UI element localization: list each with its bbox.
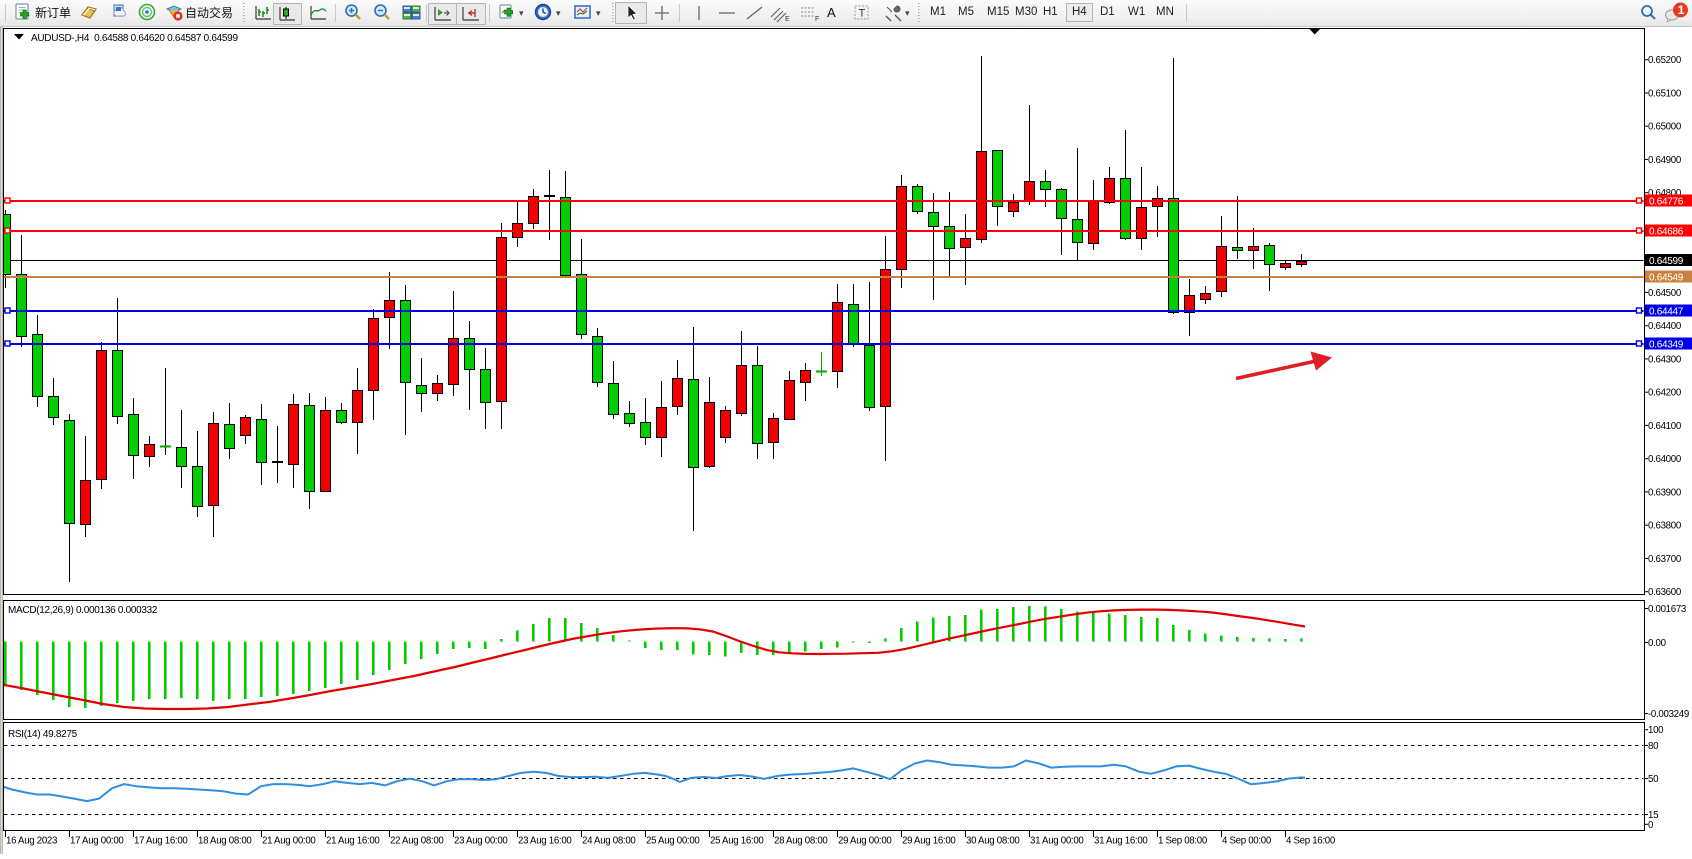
svg-text:21 Aug 16:00: 21 Aug 16:00 (326, 836, 380, 847)
svg-text:0.64349: 0.64349 (1649, 339, 1684, 350)
svg-text:31 Aug 16:00: 31 Aug 16:00 (1094, 836, 1148, 847)
svg-text:4 Sep 16:00: 4 Sep 16:00 (1286, 836, 1336, 847)
svg-text:-0.003249: -0.003249 (1648, 709, 1689, 720)
svg-text:AUDUSD-,H4 0.64588 0.64620 0.: AUDUSD-,H4 0.64588 0.64620 0.64587 0.645… (31, 33, 238, 44)
svg-text:28 Aug 08:00: 28 Aug 08:00 (774, 836, 828, 847)
svg-text:17 Aug 16:00: 17 Aug 16:00 (134, 836, 188, 847)
svg-text:0.64599: 0.64599 (1649, 256, 1684, 267)
svg-text:22 Aug 08:00: 22 Aug 08:00 (390, 836, 444, 847)
svg-text:MACD(12,26,9) 0.000136 0.00033: MACD(12,26,9) 0.000136 0.000332 (8, 605, 158, 616)
svg-text:29 Aug 00:00: 29 Aug 00:00 (838, 836, 892, 847)
svg-text:80: 80 (1648, 741, 1659, 752)
svg-text:23 Aug 00:00: 23 Aug 00:00 (454, 836, 508, 847)
svg-text:29 Aug 16:00: 29 Aug 16:00 (902, 836, 956, 847)
svg-text:RSI(14) 49.8275: RSI(14) 49.8275 (8, 729, 78, 740)
svg-text:1 Sep 08:00: 1 Sep 08:00 (1158, 836, 1208, 847)
svg-text:15: 15 (1648, 810, 1658, 821)
svg-text:0.64200: 0.64200 (1648, 388, 1682, 399)
svg-text:18 Aug 08:00: 18 Aug 08:00 (198, 836, 252, 847)
svg-text:0.00: 0.00 (1648, 638, 1667, 649)
svg-text:25 Aug 00:00: 25 Aug 00:00 (646, 836, 700, 847)
svg-text:0.63600: 0.63600 (1648, 587, 1682, 598)
svg-text:50: 50 (1648, 774, 1659, 785)
svg-text:31 Aug 00:00: 31 Aug 00:00 (1030, 836, 1084, 847)
svg-text:0.63700: 0.63700 (1648, 554, 1682, 565)
svg-text:0.65100: 0.65100 (1648, 89, 1682, 100)
svg-text:F: F (815, 16, 819, 23)
svg-text:0.64000: 0.64000 (1648, 454, 1682, 465)
svg-text:0.63800: 0.63800 (1648, 521, 1682, 532)
svg-text:0.64686: 0.64686 (1649, 226, 1684, 237)
svg-text:0.64100: 0.64100 (1648, 421, 1682, 432)
svg-text:0.65200: 0.65200 (1648, 55, 1682, 66)
svg-text:0.64776: 0.64776 (1649, 196, 1684, 207)
svg-text:T: T (859, 8, 866, 20)
svg-text:0.64400: 0.64400 (1648, 321, 1682, 332)
svg-text:0.64549: 0.64549 (1649, 272, 1684, 283)
svg-text:23 Aug 16:00: 23 Aug 16:00 (518, 836, 572, 847)
svg-text:24 Aug 08:00: 24 Aug 08:00 (582, 836, 636, 847)
svg-text:21 Aug 00:00: 21 Aug 00:00 (262, 836, 316, 847)
svg-text:E: E (785, 16, 790, 23)
svg-text:0.65000: 0.65000 (1648, 122, 1682, 133)
svg-text:0.64300: 0.64300 (1648, 354, 1682, 365)
svg-text:0.64500: 0.64500 (1648, 288, 1682, 299)
svg-text:0.001673: 0.001673 (1648, 604, 1686, 615)
svg-text:30 Aug 08:00: 30 Aug 08:00 (966, 836, 1020, 847)
svg-text:1: 1 (1678, 3, 1685, 17)
svg-text:4 Sep 00:00: 4 Sep 00:00 (1222, 836, 1272, 847)
svg-text:17 Aug 00:00: 17 Aug 00:00 (70, 836, 124, 847)
svg-text:0.64447: 0.64447 (1649, 306, 1684, 317)
svg-text:25 Aug 16:00: 25 Aug 16:00 (710, 836, 764, 847)
svg-text:0.64800: 0.64800 (1648, 188, 1682, 199)
svg-text:0.64900: 0.64900 (1648, 155, 1682, 166)
svg-text:0: 0 (1648, 820, 1654, 831)
svg-text:16 Aug 2023: 16 Aug 2023 (6, 836, 57, 847)
svg-text:100: 100 (1648, 725, 1664, 736)
svg-text:0.63900: 0.63900 (1648, 487, 1682, 498)
